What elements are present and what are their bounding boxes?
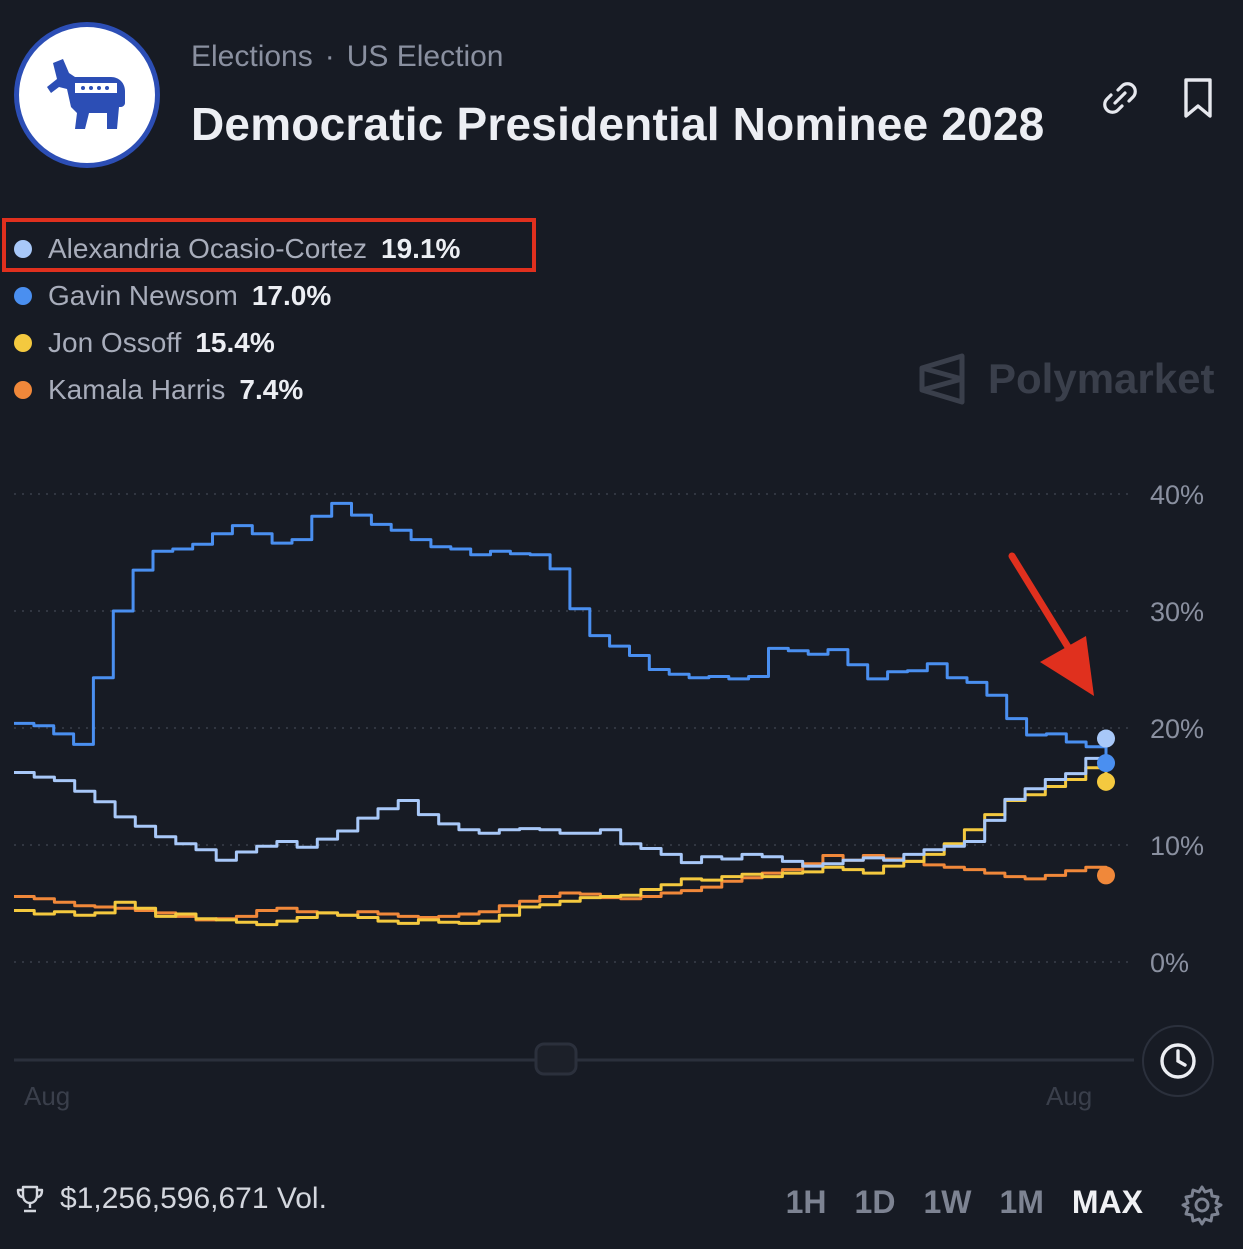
legend-dot-newsom (14, 286, 32, 305)
range-button-1h[interactable]: 1H (785, 1184, 827, 1220)
legend-item-ossoff[interactable]: Jon Ossoff 15.4% (12, 319, 460, 366)
legend-item-harris[interactable]: Kamala Harris 7.4% (12, 366, 460, 413)
series-end-dot-1 (1097, 754, 1115, 773)
range-selector: 1H 1D 1W 1M MAX (758, 1184, 1143, 1221)
legend-value: 17.0% (251, 279, 332, 311)
y-tick-label: 0% (1150, 948, 1189, 978)
legend-value: 7.4% (239, 373, 304, 405)
series-line-3 (14, 854, 1108, 922)
legend-dot-ossoff (14, 333, 32, 352)
y-tick-label: 10% (1150, 831, 1204, 861)
breadcrumb-elections[interactable]: Elections (191, 40, 313, 73)
x-tick-label: Aug (24, 1081, 70, 1111)
y-tick-label: 30% (1150, 597, 1204, 627)
series-end-dot-0 (1097, 729, 1115, 748)
watermark-text: Polymarket (988, 355, 1215, 402)
bookmark-icon[interactable] (1176, 76, 1220, 120)
time-range-button[interactable] (1142, 1025, 1214, 1097)
breadcrumb-us-election[interactable]: US Election (346, 40, 504, 73)
settings-gear-icon[interactable] (1181, 1184, 1223, 1226)
highlight-box (2, 218, 536, 272)
series-line-1 (14, 501, 1108, 764)
legend-dot-harris (14, 380, 32, 399)
legend-name: Jon Ossoff (48, 326, 182, 358)
polymarket-logo-icon (919, 353, 965, 405)
price-chart[interactable]: 40% 30% 20% 10% 0% Aug Aug (0, 460, 1243, 1130)
legend-name: Gavin Newsom (48, 279, 238, 311)
link-icon[interactable] (1098, 76, 1142, 120)
time-scrubber-handle (534, 1042, 578, 1076)
legend-item-aoc[interactable]: Alexandria Ocasio-Cortez 19.1% (12, 225, 460, 272)
series-end-dot-2 (1097, 772, 1115, 791)
legend-value: 15.4% (195, 326, 275, 358)
polymarket-watermark: Polymarket (918, 352, 1214, 406)
legend-value: 19.1% (381, 232, 461, 264)
range-button-1d[interactable]: 1D (854, 1184, 896, 1220)
page-title: Democratic Presidential Nominee 2028 (191, 98, 1045, 150)
legend-dot-aoc (14, 239, 32, 258)
footer-volume: $1,256,596,671 Vol. (14, 1182, 327, 1216)
range-button-1w[interactable]: 1W (923, 1184, 972, 1220)
x-tick-label: Aug (1046, 1081, 1092, 1111)
breadcrumb-separator: · (324, 40, 335, 73)
party-logo (14, 22, 160, 168)
annotation-arrow-head (1040, 636, 1094, 696)
legend-name: Alexandria Ocasio-Cortez (48, 232, 368, 264)
clock-icon (1160, 1043, 1196, 1079)
series-line-2 (14, 766, 1108, 927)
breadcrumb: Elections · US Election (191, 40, 503, 74)
democratic-donkey-icon (47, 59, 125, 129)
series-end-dot-3 (1097, 866, 1115, 885)
range-button-1m[interactable]: 1M (999, 1184, 1044, 1220)
range-button-max[interactable]: MAX (1071, 1184, 1143, 1220)
trophy-icon (16, 1185, 44, 1213)
legend-item-newsom[interactable]: Gavin Newsom 17.0% (12, 272, 460, 319)
series-line-0 (14, 738, 1108, 868)
volume-text: $1,256,596,671 Vol. (60, 1182, 327, 1215)
y-tick-label: 40% (1150, 480, 1204, 510)
annotation-arrow-shaft (1008, 552, 1080, 664)
chart-legend: Alexandria Ocasio-Cortez 19.1% Gavin New… (12, 225, 460, 413)
legend-name: Kamala Harris (48, 373, 226, 405)
y-tick-label: 20% (1150, 714, 1204, 744)
